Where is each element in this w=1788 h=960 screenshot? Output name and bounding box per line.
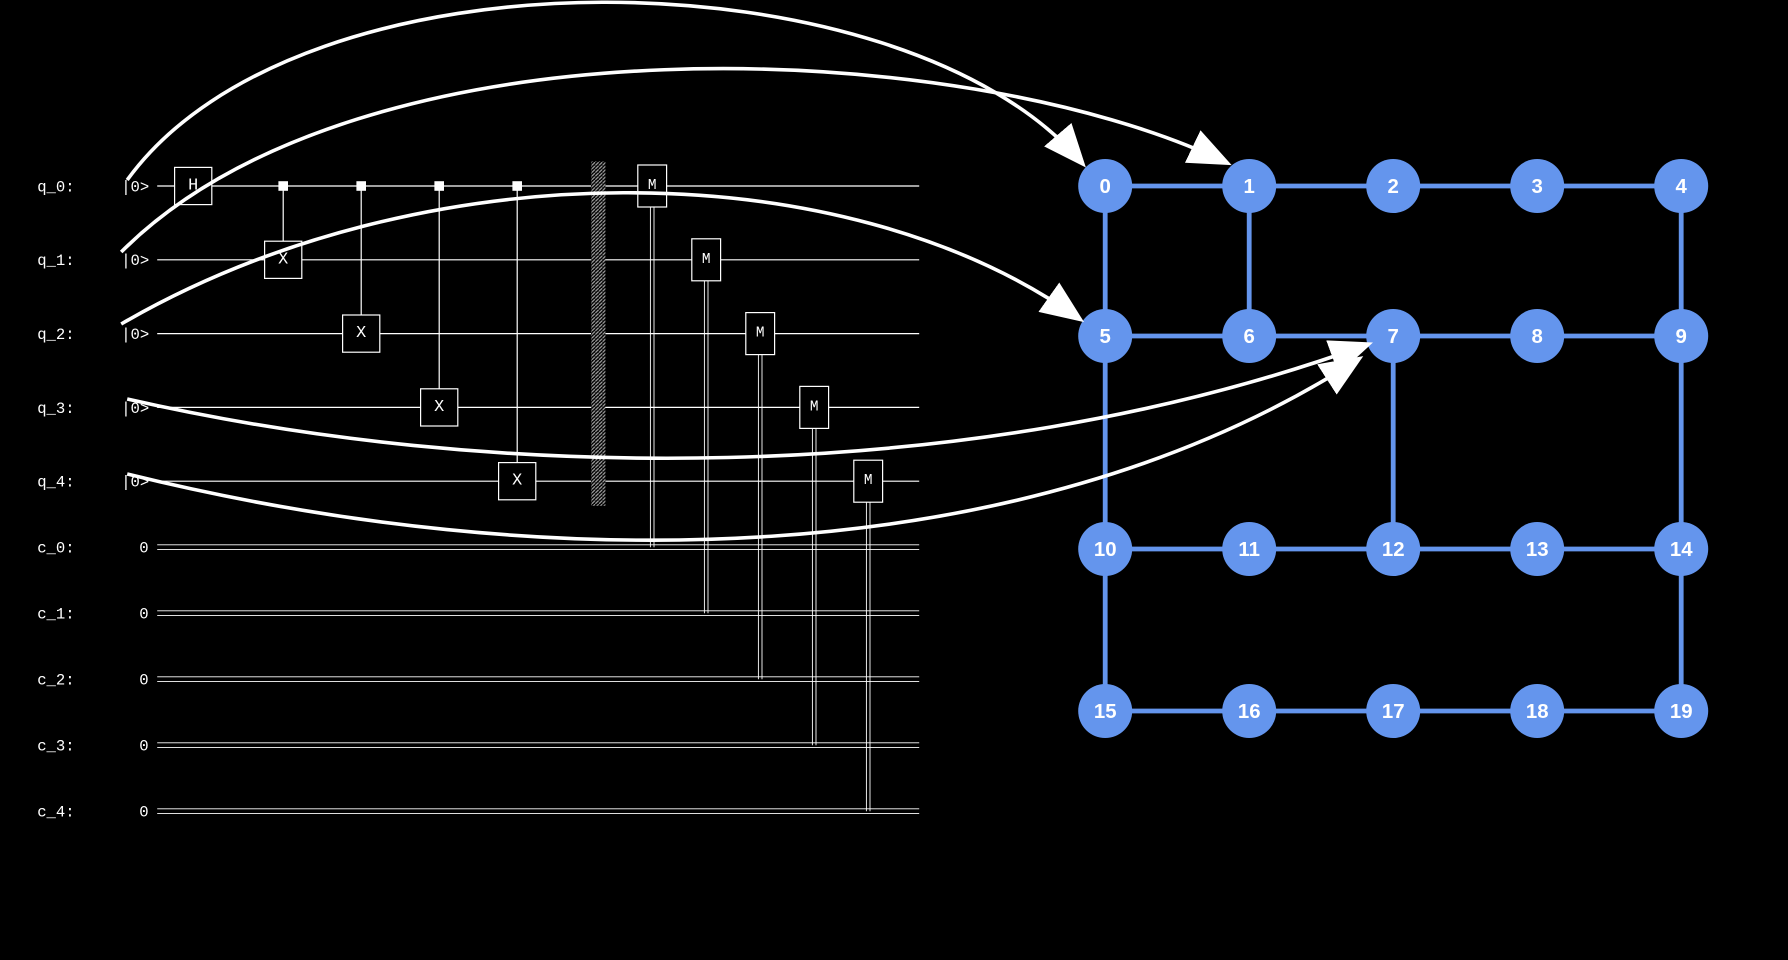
clbit-label: c_2: <box>37 672 74 690</box>
grid-node-label: 16 <box>1238 701 1261 723</box>
grid-node-label: 13 <box>1526 539 1549 561</box>
clbit-init-label: 0 <box>139 540 148 558</box>
grid-node-label: 5 <box>1100 326 1111 348</box>
svg-text:X: X <box>512 472 522 491</box>
qubit-init-label: |0> <box>121 252 149 270</box>
clbit-init-label: 0 <box>139 804 148 822</box>
qubit-label: q_4: <box>37 474 74 492</box>
svg-text:X: X <box>356 324 366 343</box>
grid-node-label: 11 <box>1238 539 1260 561</box>
svg-text:M: M <box>702 252 711 268</box>
grid-node-label: 9 <box>1676 326 1687 348</box>
svg-text:M: M <box>864 473 873 489</box>
qubit-label: q_2: <box>37 326 74 344</box>
background <box>1 0 1787 960</box>
clbit-label: c_3: <box>37 738 74 756</box>
grid-node-label: 6 <box>1244 326 1255 348</box>
clbit-label: c_0: <box>37 540 74 558</box>
qubit-label: q_1: <box>37 252 74 270</box>
grid-node-label: 2 <box>1388 176 1399 198</box>
clbit-label: c_1: <box>37 606 74 624</box>
grid-node-label: 10 <box>1094 539 1117 561</box>
svg-text:M: M <box>756 326 765 342</box>
grid-node-label: 15 <box>1094 701 1117 723</box>
clbit-init-label: 0 <box>139 738 148 756</box>
qubit-label: q_3: <box>37 400 74 418</box>
grid-node-label: 1 <box>1244 176 1255 198</box>
clbit-label: c_4: <box>37 804 74 822</box>
grid-node-label: 4 <box>1676 176 1688 198</box>
svg-text:X: X <box>434 398 444 417</box>
grid-node-label: 19 <box>1670 701 1693 723</box>
control-dot <box>512 181 522 191</box>
control-dot <box>356 181 366 191</box>
grid-node-label: 0 <box>1100 176 1111 198</box>
grid-node-label: 18 <box>1526 701 1549 723</box>
qubit-init-label: |0> <box>121 178 149 196</box>
grid-node-label: 12 <box>1382 539 1405 561</box>
control-dot <box>434 181 444 191</box>
quantum-mapping-diagram: q_0:|0>q_1:|0>q_2:|0>q_3:|0>q_4:|0>c_0:0… <box>0 0 1788 960</box>
grid-node-label: 7 <box>1388 326 1399 348</box>
grid-node-label: 14 <box>1670 539 1693 561</box>
qubit-label: q_0: <box>37 178 74 196</box>
control-dot <box>278 181 288 191</box>
qubit-init-label: |0> <box>121 326 149 344</box>
grid-node-label: 17 <box>1382 701 1405 723</box>
barrier <box>591 161 605 505</box>
grid-node-label: 3 <box>1532 176 1543 198</box>
svg-text:M: M <box>810 399 819 415</box>
grid-node-label: 8 <box>1532 326 1543 348</box>
clbit-init-label: 0 <box>139 672 148 690</box>
clbit-init-label: 0 <box>139 606 148 624</box>
